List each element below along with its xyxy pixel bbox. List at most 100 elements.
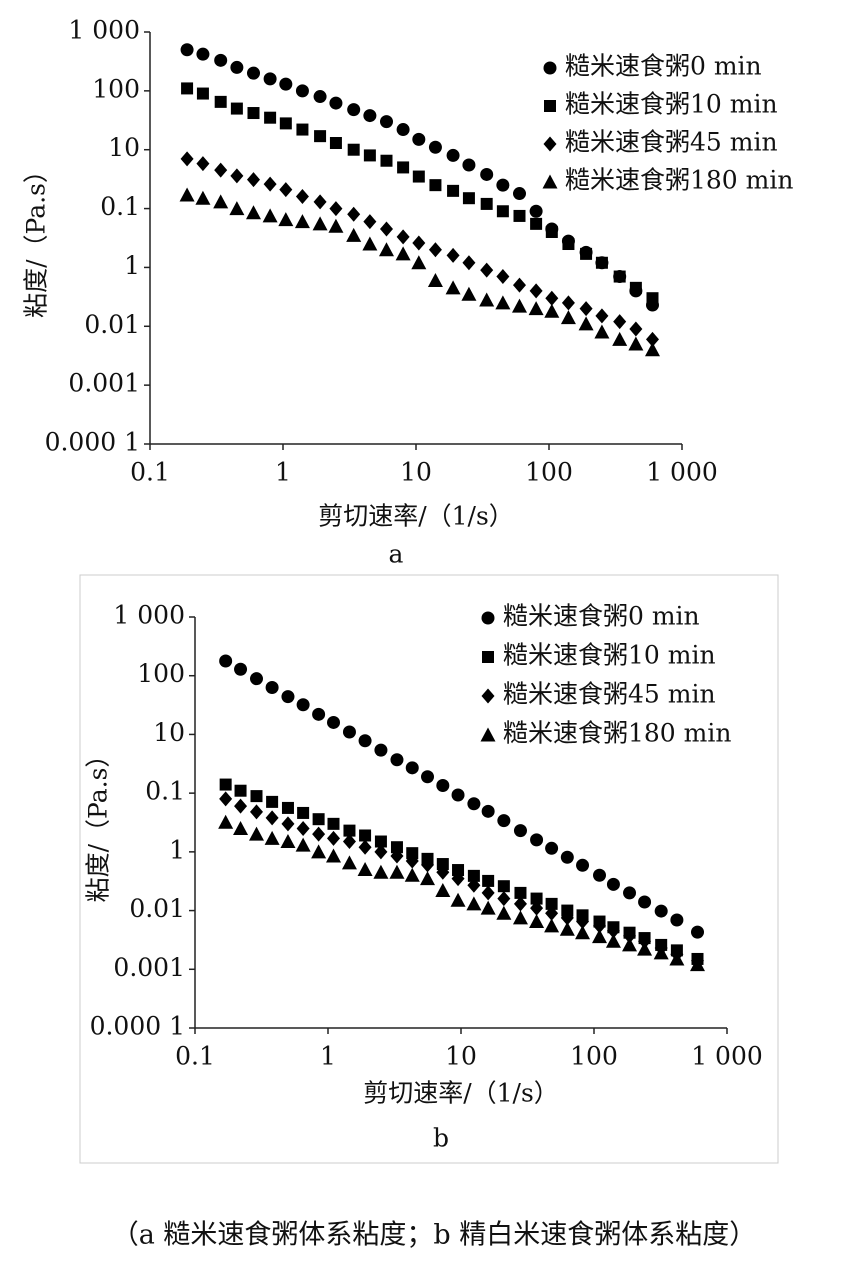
- point: [446, 148, 460, 162]
- point: [295, 189, 309, 205]
- point: [436, 864, 450, 880]
- point: [513, 824, 527, 838]
- point: [347, 143, 360, 156]
- y-tick-label: 0.1: [145, 777, 185, 806]
- point: [436, 778, 450, 792]
- point: [245, 205, 261, 220]
- point: [265, 680, 279, 694]
- point: [462, 255, 476, 271]
- point: [390, 848, 404, 864]
- point: [511, 298, 527, 313]
- point: [450, 892, 466, 907]
- point: [279, 117, 292, 130]
- point: [347, 206, 361, 222]
- point: [264, 830, 280, 845]
- point: [196, 47, 210, 61]
- point: [250, 790, 263, 803]
- point: [296, 820, 310, 836]
- panel-label: b: [433, 1124, 449, 1153]
- point: [623, 928, 637, 944]
- point: [249, 804, 263, 820]
- point: [629, 321, 643, 337]
- point: [451, 871, 465, 887]
- point: [390, 841, 403, 854]
- point: [279, 77, 293, 91]
- point: [637, 941, 653, 956]
- point: [341, 855, 357, 870]
- point: [628, 336, 644, 351]
- point: [329, 137, 342, 150]
- panel-label: a: [389, 540, 404, 569]
- point: [482, 874, 495, 887]
- point: [406, 847, 419, 860]
- point: [233, 820, 249, 835]
- point: [234, 784, 247, 797]
- point: [428, 140, 442, 154]
- point: [480, 167, 494, 181]
- point: [480, 197, 493, 210]
- x-axis-label: 剪切速率/（1/s）: [363, 1079, 559, 1108]
- point: [578, 316, 594, 331]
- point: [397, 161, 410, 174]
- point: [529, 204, 543, 218]
- point: [412, 132, 426, 146]
- point: [229, 201, 245, 216]
- point: [613, 314, 627, 330]
- point: [481, 885, 495, 901]
- legend-label: 糙米速食粥0 min: [565, 52, 762, 81]
- point: [530, 833, 544, 847]
- point: [230, 168, 244, 184]
- point: [195, 190, 211, 205]
- point: [580, 247, 593, 260]
- point: [312, 813, 325, 826]
- point: [343, 824, 356, 837]
- point: [326, 848, 342, 863]
- legend-marker: [542, 174, 558, 189]
- point: [378, 242, 394, 257]
- y-tick-label: 100: [92, 74, 140, 103]
- y-axis-label: 粘度/（Pa.s）: [22, 158, 51, 318]
- point: [562, 238, 575, 251]
- point: [593, 868, 607, 882]
- point: [358, 734, 372, 748]
- point: [528, 301, 544, 316]
- x-tick-label: 0.1: [175, 1042, 215, 1071]
- point: [396, 229, 410, 245]
- point: [530, 892, 543, 905]
- point: [263, 176, 277, 192]
- point: [645, 331, 659, 347]
- point: [363, 149, 376, 162]
- point: [248, 826, 264, 841]
- point: [452, 864, 465, 877]
- legend-marker: [480, 727, 496, 742]
- point: [230, 60, 244, 74]
- point: [312, 826, 326, 842]
- point: [497, 891, 511, 907]
- point: [342, 725, 356, 739]
- point: [363, 109, 377, 123]
- point: [653, 945, 669, 960]
- point: [545, 841, 559, 855]
- point: [467, 877, 481, 893]
- point: [329, 201, 343, 217]
- y-tick-label: 1 000: [113, 601, 185, 630]
- point: [281, 690, 295, 704]
- point: [280, 834, 296, 849]
- point: [514, 886, 527, 899]
- x-tick-label: 1 000: [691, 1042, 763, 1071]
- x-axis-label: 剪切速率/（1/s）: [318, 502, 514, 531]
- point: [295, 84, 309, 98]
- point: [496, 205, 509, 218]
- point: [219, 778, 232, 791]
- point: [347, 103, 361, 117]
- legend-label: 糙米速食粥10 min: [565, 90, 778, 119]
- point: [373, 864, 389, 879]
- point: [404, 867, 420, 882]
- y-tick-label: 0.000 1: [90, 1012, 185, 1041]
- legend-label: 糙米速食粥10 min: [503, 641, 716, 670]
- point: [575, 925, 591, 940]
- point: [297, 806, 310, 819]
- point: [374, 844, 388, 860]
- point: [421, 857, 435, 873]
